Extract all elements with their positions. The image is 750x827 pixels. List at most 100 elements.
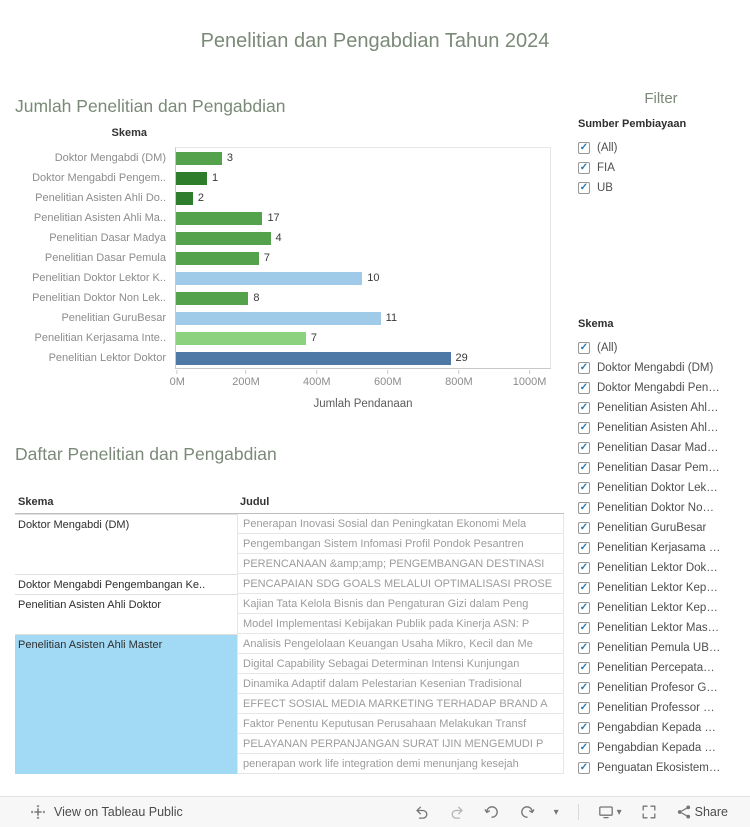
redo-button[interactable]: [449, 804, 465, 820]
display-mode-button[interactable]: ▾: [598, 804, 622, 820]
table-cell-judul[interactable]: Pengembangan Sistem Infomasi Profil Pond…: [237, 534, 564, 554]
filter-checkbox[interactable]: ✓ Penelitian GuruBesar: [578, 518, 744, 538]
filter-checkbox[interactable]: ✓ Pengabdian Kepada …: [578, 738, 744, 758]
filter-checkbox[interactable]: ✓ Penelitian Asisten Ahl…: [578, 398, 744, 418]
filter-checkbox[interactable]: ✓ Penelitian Lektor Kep…: [578, 578, 744, 598]
table-row-selected[interactable]: Faktor Penentu Keputusan Perusahaan Mela…: [15, 714, 564, 734]
chart-bar[interactable]: [176, 331, 306, 345]
chart-category-label[interactable]: Penelitian Doktor Lektor K..: [32, 272, 166, 284]
table-cell-judul[interactable]: penerapan work life integration demi men…: [237, 754, 564, 774]
table-row[interactable]: Pengembangan Sistem Infomasi Profil Pond…: [15, 534, 564, 554]
chart-bar[interactable]: [176, 231, 271, 245]
chart-category-label[interactable]: Penelitian GuruBesar: [61, 312, 166, 324]
chart-bar[interactable]: [176, 271, 363, 285]
table-cell-skema[interactable]: Penelitian Asisten Ahli Doktor: [15, 594, 237, 614]
column-header-skema[interactable]: Skema: [18, 496, 54, 508]
filter-checkbox[interactable]: ✓ Penelitian Profesor G…: [578, 678, 744, 698]
table-cell-judul[interactable]: Kajian Tata Kelola Bisnis dan Pengaturan…: [237, 594, 564, 614]
chart-category-label[interactable]: Penelitian Asisten Ahli Ma..: [33, 212, 166, 224]
chart-bar[interactable]: [176, 151, 222, 165]
chart-category-label[interactable]: Penelitian Asisten Ahli Do..: [35, 192, 166, 204]
filter-checkbox[interactable]: ✓ Penelitian Lektor Kep…: [578, 598, 744, 618]
table-cell-skema[interactable]: Doktor Mengabdi Pengembangan Ke..: [15, 574, 237, 594]
chart-bar[interactable]: [176, 171, 208, 185]
more-options-button[interactable]: ▾: [554, 807, 559, 818]
filter-checkbox[interactable]: ✓ Penelitian Percepata…: [578, 658, 744, 678]
table-row-selected[interactable]: EFFECT SOSIAL MEDIA MARKETING TERHADAP B…: [15, 694, 564, 714]
table-cell-judul[interactable]: PENCAPAIAN SDG GOALS MELALUI OPTIMALISAS…: [237, 574, 564, 594]
table-cell-skema[interactable]: [15, 694, 237, 714]
table-cell-skema[interactable]: [15, 734, 237, 754]
table-row-selected[interactable]: PELAYANAN PERPANJANGAN SURAT IJIN MENGEM…: [15, 734, 564, 754]
view-on-tableau-public-link[interactable]: View on Tableau Public: [30, 804, 183, 820]
chart-category-label[interactable]: Penelitian Doktor Non Lek..: [32, 292, 166, 304]
refresh-button[interactable]: [519, 804, 535, 820]
filter-checkbox[interactable]: ✓ Doktor Mengabdi Pen…: [578, 378, 744, 398]
table-cell-judul[interactable]: Digital Capability Sebagai Determinan In…: [237, 654, 564, 674]
filter-item-label: Penelitian Asisten Ahl…: [597, 422, 719, 434]
table-row-selected[interactable]: Dinamika Adaptif dalam Pelestarian Kesen…: [15, 674, 564, 694]
table-row-selected[interactable]: Digital Capability Sebagai Determinan In…: [15, 654, 564, 674]
filter-checkbox[interactable]: ✓ Pengabdian Kepada …: [578, 718, 744, 738]
filter-checkbox-all[interactable]: ✓ (All): [578, 138, 744, 158]
table-row[interactable]: PERENCANAAN &amp;amp; PENGEMBANGAN DESTI…: [15, 554, 564, 574]
chart-category-label[interactable]: Penelitian Dasar Madya: [49, 232, 166, 244]
share-button[interactable]: Share: [676, 804, 728, 820]
table-cell-judul[interactable]: Penerapan Inovasi Sosial dan Peningkatan…: [237, 514, 564, 534]
table-row[interactable]: Doktor Mengabdi (DM) Penerapan Inovasi So…: [15, 514, 564, 534]
table-cell-judul[interactable]: PERENCANAAN &amp;amp; PENGEMBANGAN DESTI…: [237, 554, 564, 574]
chart-category-label[interactable]: Penelitian Dasar Pemula: [44, 252, 166, 264]
chart-bar[interactable]: [176, 351, 451, 365]
chart-category-label[interactable]: Doktor Mengabdi Pengem..: [32, 172, 166, 184]
filter-checkbox[interactable]: ✓ Doktor Mengabdi (DM): [578, 358, 744, 378]
fullscreen-button[interactable]: [641, 804, 657, 820]
chart-bar[interactable]: [176, 191, 193, 205]
filter-checkbox[interactable]: ✓ Penelitian Lektor Mas…: [578, 618, 744, 638]
filter-checkbox-fia[interactable]: ✓ FIA: [578, 158, 744, 178]
tick-mark: [245, 370, 247, 374]
table-cell-judul[interactable]: Dinamika Adaptif dalam Pelestarian Kesen…: [237, 674, 564, 694]
table-cell-skema[interactable]: [15, 674, 237, 694]
table-cell-judul[interactable]: Analisis Pengelolaan Keuangan Usaha Mikr…: [237, 634, 564, 654]
table-cell-skema[interactable]: [15, 534, 237, 554]
table-row[interactable]: Penelitian Asisten Ahli Doktor Kajian Tat…: [15, 594, 564, 614]
filter-checkbox[interactable]: ✓ Penelitian Lektor Dok…: [578, 558, 744, 578]
filter-checkbox[interactable]: ✓ (All): [578, 338, 744, 358]
reset-button[interactable]: [484, 804, 500, 820]
table-cell-judul[interactable]: Faktor Penentu Keputusan Perusahaan Mela…: [237, 714, 564, 734]
table-cell-skema[interactable]: Doktor Mengabdi (DM): [15, 514, 237, 534]
filter-checkbox[interactable]: ✓ Penelitian Dasar Mad…: [578, 438, 744, 458]
filter-checkbox[interactable]: ✓ Penelitian Professor …: [578, 698, 744, 718]
filter-checkbox[interactable]: ✓ Penelitian Pemula UB…: [578, 638, 744, 658]
filter-checkbox-ub[interactable]: ✓ UB: [578, 178, 744, 198]
undo-button[interactable]: [414, 804, 430, 820]
filter-checkbox[interactable]: ✓ Penelitian Kerjasama …: [578, 538, 744, 558]
table-cell-skema[interactable]: [15, 714, 237, 734]
table-row-selected[interactable]: Penelitian Asisten Ahli Master Analisis P…: [15, 634, 564, 654]
table-cell-judul[interactable]: Model Implementasi Kebijakan Publik pada…: [237, 614, 564, 634]
filter-checkbox[interactable]: ✓ Penelitian Asisten Ahl…: [578, 418, 744, 438]
table-cell-judul[interactable]: PELAYANAN PERPANJANGAN SURAT IJIN MENGEM…: [237, 734, 564, 754]
table-row[interactable]: Doktor Mengabdi Pengembangan Ke.. PENCAPA…: [15, 574, 564, 594]
bar-value-label: 10: [367, 272, 380, 284]
column-header-judul[interactable]: Judul: [240, 496, 270, 508]
table-cell-skema[interactable]: Penelitian Asisten Ahli Master: [15, 634, 237, 654]
chart-bar[interactable]: [176, 291, 249, 305]
chart-bar[interactable]: [176, 251, 259, 265]
table-cell-judul[interactable]: EFFECT SOSIAL MEDIA MARKETING TERHADAP B…: [237, 694, 564, 714]
table-cell-skema[interactable]: [15, 754, 237, 774]
chart-category-label[interactable]: Penelitian Kerjasama Inte..: [34, 332, 166, 344]
table-cell-skema[interactable]: [15, 614, 237, 634]
table-row-selected[interactable]: penerapan work life integration demi men…: [15, 754, 564, 774]
filter-checkbox[interactable]: ✓ Penelitian Dasar Pem…: [578, 458, 744, 478]
chart-category-label[interactable]: Penelitian Lektor Doktor: [48, 352, 166, 364]
filter-checkbox[interactable]: ✓ Penguatan Ekosistem…: [578, 758, 744, 778]
filter-checkbox[interactable]: ✓ Penelitian Doktor Lek…: [578, 478, 744, 498]
chart-bar[interactable]: [176, 311, 381, 325]
table-cell-skema[interactable]: [15, 554, 237, 574]
table-row[interactable]: Model Implementasi Kebijakan Publik pada…: [15, 614, 564, 634]
table-cell-skema[interactable]: [15, 654, 237, 674]
chart-bar[interactable]: [176, 211, 263, 225]
chart-category-label[interactable]: Doktor Mengabdi (DM): [54, 152, 166, 164]
filter-checkbox[interactable]: ✓ Penelitian Doktor No…: [578, 498, 744, 518]
